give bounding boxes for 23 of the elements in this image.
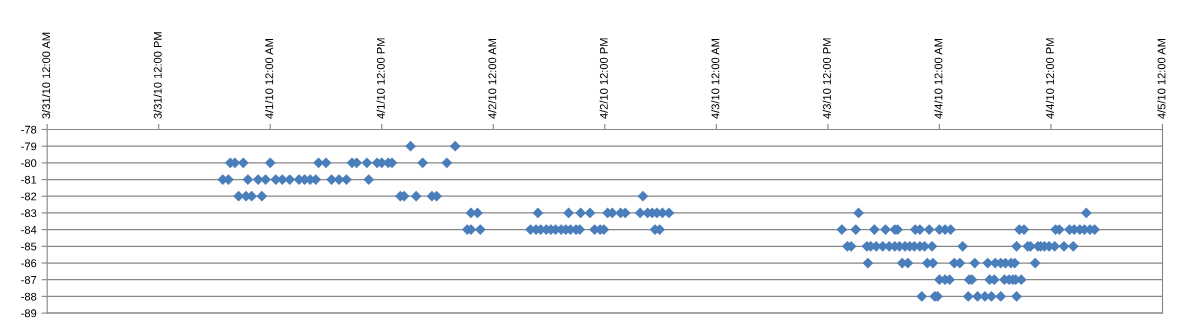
x-tick-label: 4/4/10 12:00 AM xyxy=(934,39,943,119)
y-tick-label: -89 xyxy=(21,309,37,318)
x-tick-label: 3/31/10 12:00 AM xyxy=(41,32,51,119)
y-tick-label: -84 xyxy=(21,225,37,234)
y-tick-label: -86 xyxy=(21,259,37,268)
y-tick-label: -82 xyxy=(21,192,37,201)
y-tick-label: -79 xyxy=(21,142,37,151)
y-tick-label: -85 xyxy=(21,242,37,251)
y-tick-label: -78 xyxy=(21,125,37,134)
x-tick-label: 4/2/10 12:00 AM xyxy=(488,39,497,119)
x-tick-label: 4/1/10 12:00 AM xyxy=(265,39,274,119)
y-tick-label: -81 xyxy=(21,175,37,184)
y-tick-label: -87 xyxy=(21,275,37,284)
x-tick-label: 4/3/10 12:00 AM xyxy=(711,39,720,119)
x-tick-label: 4/3/10 12:00 PM xyxy=(822,38,831,119)
x-tick-label: 3/31/10 12:00 PM xyxy=(153,32,162,119)
x-tick-label: 4/5/10 12:00 AM xyxy=(1157,39,1166,119)
x-tick-label: 4/1/10 12:00 PM xyxy=(376,38,385,119)
y-tick-label: -83 xyxy=(21,209,37,218)
x-tick-label: 4/2/10 12:00 PM xyxy=(599,38,608,119)
y-tick-label: -80 xyxy=(21,159,37,167)
y-tick-label: -88 xyxy=(21,292,37,301)
x-tick-label: 4/4/10 12:00 PM xyxy=(1045,38,1054,119)
